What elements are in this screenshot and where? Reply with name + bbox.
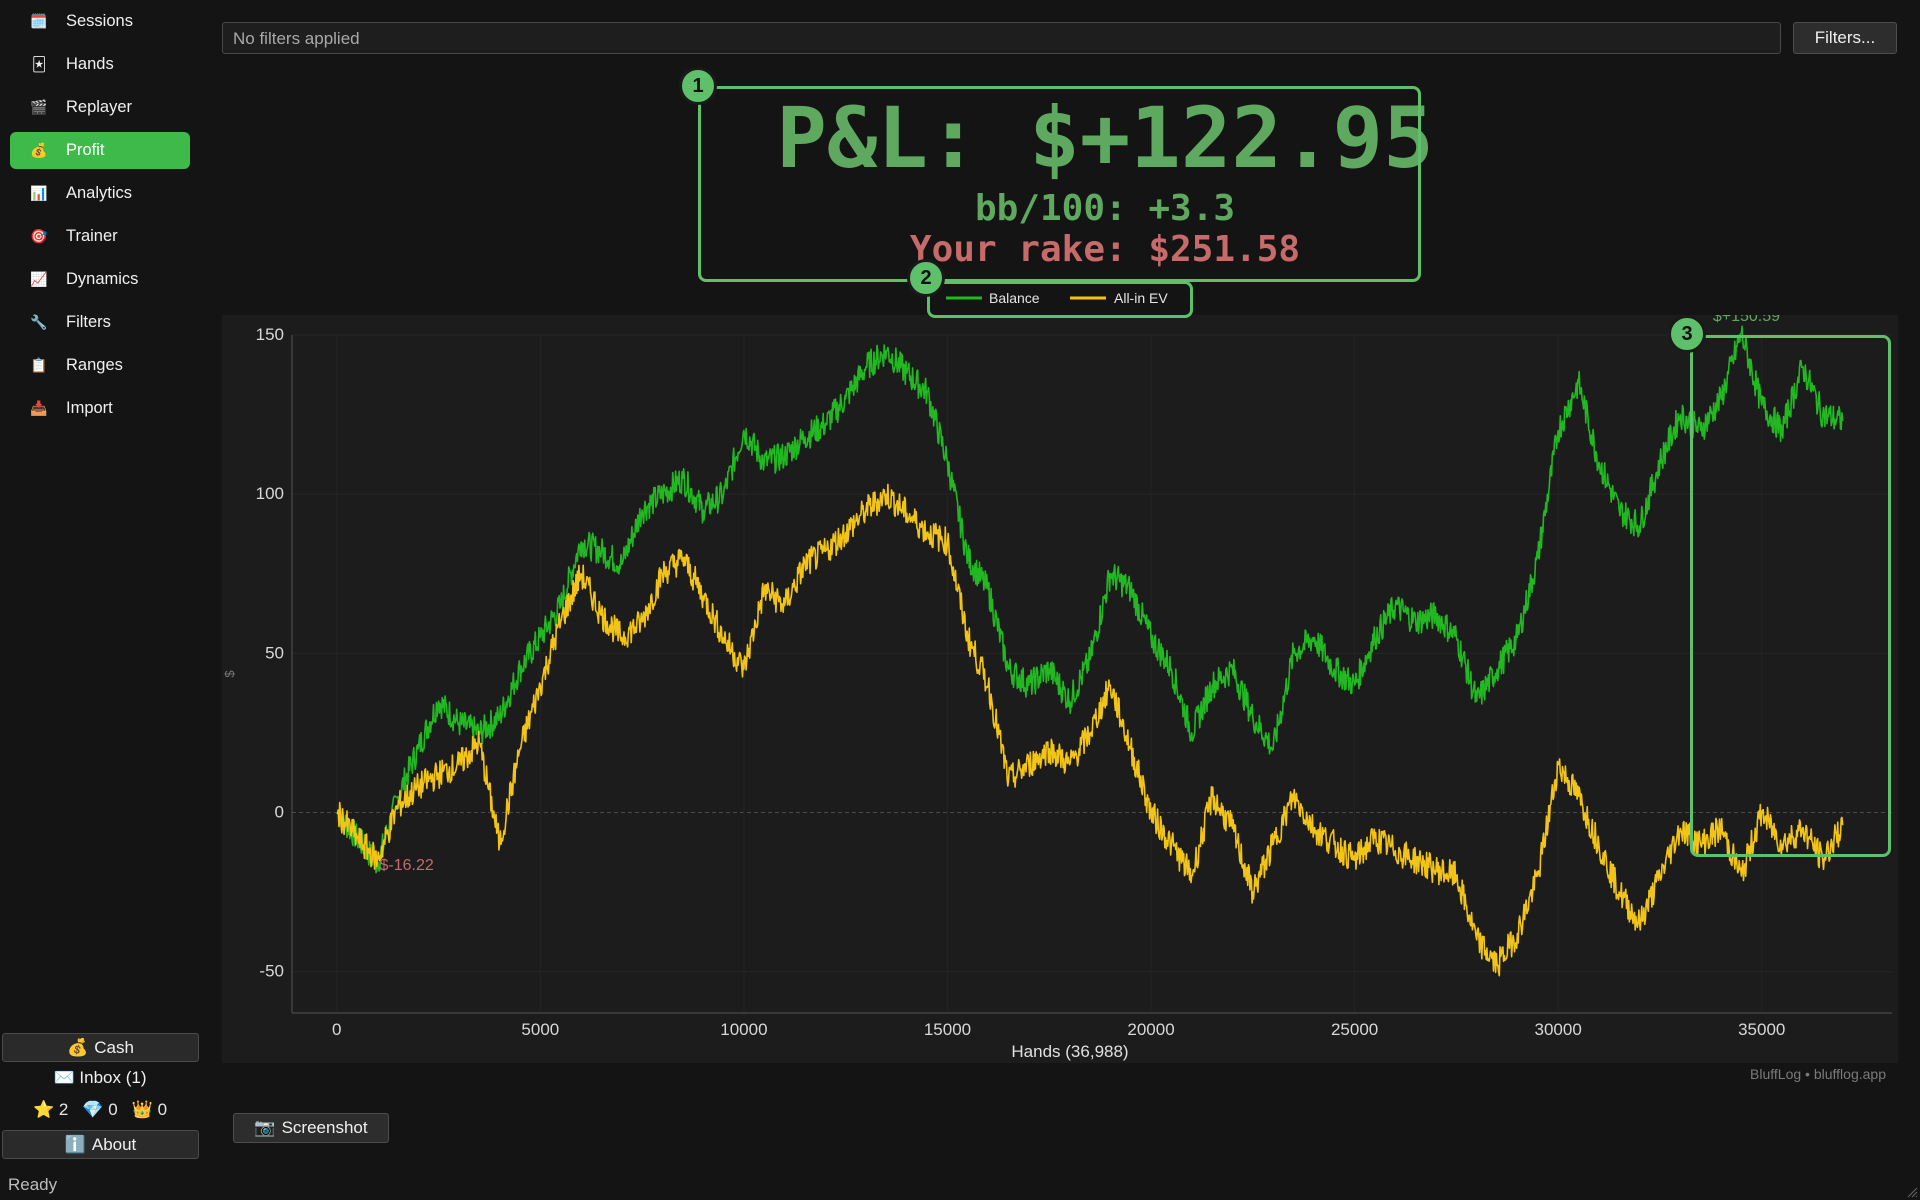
calendar-icon: 🗓️ [30,13,48,29]
max-balance-label: $+150.59 [1713,315,1780,325]
screenshot-label: Screenshot [281,1118,368,1137]
x-tick-label: 25000 [1331,1020,1378,1039]
y-tick-label: 0 [275,802,284,821]
pnl-summary: P&L: $+122.95 bb/100: +3.3 Your rake: $2… [0,90,1920,270]
resize-grip-icon[interactable] [1906,1186,1918,1198]
diamond-icon: 💎 [82,1100,104,1119]
chart-axes: -50 0 50 100 150 0 5000 10000 15000 20000 25000 300… [222,325,1892,1061]
series-line-balance [336,325,1844,874]
reward-stats: ⭐ 2 💎 0 👑 0 [0,1100,200,1120]
min-balance-label: $-16.22 [380,857,434,874]
star-icon: ⭐ [32,1100,55,1119]
filter-summary-field[interactable]: No filters applied [222,22,1781,54]
sidebar-item-import[interactable]: 📥 Import [10,390,190,427]
y-tick-label: 50 [265,643,284,662]
sidebar-item-label: Replayer [66,98,133,116]
camera-icon: 📷 [254,1118,276,1137]
sidebar-item-replayer[interactable]: 🎬 Replayer [10,89,190,126]
about-label: About [91,1134,137,1154]
money-bag-icon: 💰 [30,142,48,158]
sidebar: 🗓️ Sessions 🃏 Hands 🎬 Replayer 💰 Profit 📊 Analyti… [0,0,200,1200]
x-tick-label: 35000 [1738,1020,1785,1039]
sidebar-item-label: Import [66,399,113,417]
y-axis-label: $ [222,670,237,678]
annotation-badge-2: 2 [907,259,945,297]
line-chart-icon: 📈 [30,271,48,287]
chart-grid [292,334,1892,1013]
sidebar-item-trainer[interactable]: 🎯 Trainer [10,218,190,255]
card-icon: 🃏 [31,56,47,72]
annotation-badge-3: 3 [1668,315,1706,353]
sidebar-item-label: Trainer [66,227,118,245]
x-axis-label: Hands (36,988) [1011,1042,1128,1061]
x-tick-label: 30000 [1535,1020,1582,1039]
sidebar-item-filters[interactable]: 🔧 Filters [10,304,190,341]
chart-series [336,325,1844,977]
sidebar-item-label: Hands [66,55,114,73]
chart-legend: Balance All-in EV [946,290,1168,306]
rake-value: Your rake: $251.58 [909,229,1301,270]
x-tick-label: 20000 [1127,1020,1174,1039]
legend-label-allin-ev: All-in EV [1114,290,1168,306]
pnl-value: P&L: $+122.95 [776,89,1434,187]
about-button[interactable]: ℹ️ About [2,1130,199,1159]
sidebar-item-label: Ranges [66,356,123,374]
bb100-value: bb/100: +3.3 [974,188,1236,229]
legend-label-balance: Balance [989,290,1040,306]
y-tick-label: -50 [259,962,284,981]
crown-count: 0 [157,1100,168,1119]
y-tick-label: 150 [256,325,284,344]
sidebar-item-label: Dynamics [66,270,139,288]
filters-button[interactable]: Filters... [1793,22,1897,54]
sidebar-item-ranges[interactable]: 📋 Ranges [10,347,190,384]
x-tick-label: 15000 [924,1020,971,1039]
wrench-icon: 🔧 [30,314,48,330]
sidebar-item-hands[interactable]: 🃏 Hands [10,46,190,83]
sidebar-item-sessions[interactable]: 🗓️ Sessions [10,3,190,40]
target-icon: 🎯 [30,228,48,244]
x-tick-label: 0 [332,1020,341,1039]
status-bar-text: Ready [8,1175,58,1194]
star-count: 2 [58,1100,69,1119]
inbox-link[interactable]: ✉️ Inbox (1) [0,1068,200,1088]
money-bag-icon: 💰 [67,1037,89,1057]
sidebar-item-analytics[interactable]: 📊 Analytics [10,175,190,212]
cash-button[interactable]: 💰 Cash [2,1033,199,1062]
envelope-icon: ✉️ [53,1068,75,1087]
info-icon: ℹ️ [64,1134,86,1154]
screenshot-button[interactable]: 📷 Screenshot [233,1113,389,1143]
crown-stat: 👑 0 [132,1100,167,1120]
annotation-box-2 [927,281,1193,318]
annotation-box-3 [1690,335,1891,857]
sidebar-item-label: Profit [66,141,105,159]
diamond-stat: 💎 0 [82,1100,117,1120]
series-line-allin-ev [336,483,1844,977]
sidebar-item-label: Sessions [66,12,133,30]
sidebar-item-dynamics[interactable]: 📈 Dynamics [10,261,190,298]
sidebar-item-profit[interactable]: 💰 Profit [10,132,190,169]
inbox-count: (1) [125,1068,147,1087]
crown-icon: 👑 [131,1100,153,1119]
clipboard-icon: 📋 [30,357,48,373]
annotation-box-1 [698,86,1421,282]
star-stat: ⭐ 2 [33,1100,68,1120]
inbox-tray-icon: 📥 [30,400,48,416]
sidebar-item-label: Filters [66,313,111,331]
x-tick-label: 10000 [720,1020,767,1039]
diamond-count: 0 [108,1100,118,1119]
cash-label: Cash [94,1037,134,1057]
profit-chart[interactable]: -50 0 50 100 150 0 5000 10000 15000 20000 25000 300… [222,308,1898,1063]
clapper-icon: 🎬 [30,99,48,115]
annotation-badge-1: 1 [679,67,717,105]
sidebar-item-label: Analytics [66,184,133,202]
bar-chart-icon: 📊 [30,185,48,201]
profit-chart-svg: -50 0 50 100 150 0 5000 10000 15000 20000 25000 300… [222,308,1892,1061]
x-tick-label: 5000 [521,1020,559,1039]
inbox-label: Inbox [79,1068,121,1087]
y-tick-label: 100 [256,484,284,503]
brand-watermark: BluffLog • blufflog.app [1750,1066,1886,1082]
